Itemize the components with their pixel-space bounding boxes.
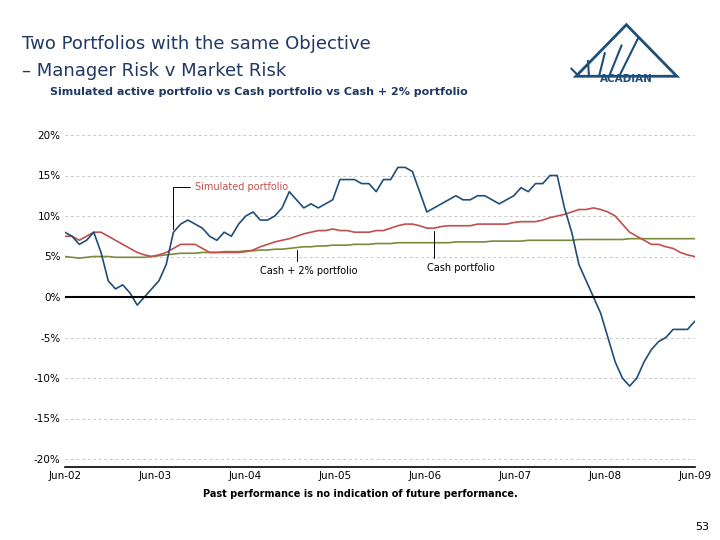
- Text: Past performance is no indication of future performance.: Past performance is no indication of fut…: [202, 489, 518, 499]
- Text: Two Portfolios with the same Objective: Two Portfolios with the same Objective: [22, 35, 370, 53]
- Text: ACADIAN: ACADIAN: [600, 73, 653, 84]
- Text: 53: 53: [695, 522, 709, 532]
- Text: – Manager Risk v Market Risk: – Manager Risk v Market Risk: [22, 62, 286, 80]
- Text: Simulated portfolio: Simulated portfolio: [174, 182, 288, 230]
- Text: Simulated active portfolio vs Cash portfolio vs Cash + 2% portfolio: Simulated active portfolio vs Cash portf…: [50, 87, 468, 98]
- Text: Cash portfolio: Cash portfolio: [427, 231, 495, 273]
- Text: Cash + 2% portfolio: Cash + 2% portfolio: [261, 251, 358, 276]
